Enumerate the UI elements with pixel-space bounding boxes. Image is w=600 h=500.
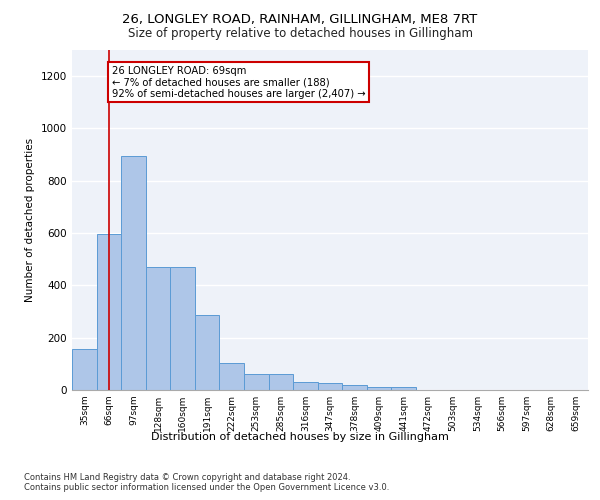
Bar xyxy=(342,386,367,390)
Bar xyxy=(72,350,97,390)
Text: Contains public sector information licensed under the Open Government Licence v3: Contains public sector information licen… xyxy=(24,484,389,492)
Bar xyxy=(391,387,416,390)
Y-axis label: Number of detached properties: Number of detached properties xyxy=(25,138,35,302)
Bar xyxy=(269,374,293,390)
Bar xyxy=(220,362,244,390)
Bar xyxy=(195,316,220,390)
Text: 26, LONGLEY ROAD, RAINHAM, GILLINGHAM, ME8 7RT: 26, LONGLEY ROAD, RAINHAM, GILLINGHAM, M… xyxy=(122,12,478,26)
Text: Distribution of detached houses by size in Gillingham: Distribution of detached houses by size … xyxy=(151,432,449,442)
Bar xyxy=(367,387,391,390)
Bar xyxy=(97,234,121,390)
Bar xyxy=(170,267,195,390)
Text: Contains HM Land Registry data © Crown copyright and database right 2024.: Contains HM Land Registry data © Crown c… xyxy=(24,472,350,482)
Text: Size of property relative to detached houses in Gillingham: Size of property relative to detached ho… xyxy=(128,28,473,40)
Bar xyxy=(121,156,146,390)
Bar xyxy=(146,267,170,390)
Bar xyxy=(293,382,318,390)
Bar xyxy=(318,384,342,390)
Text: 26 LONGLEY ROAD: 69sqm
← 7% of detached houses are smaller (188)
92% of semi-det: 26 LONGLEY ROAD: 69sqm ← 7% of detached … xyxy=(112,66,365,99)
Bar xyxy=(244,374,269,390)
